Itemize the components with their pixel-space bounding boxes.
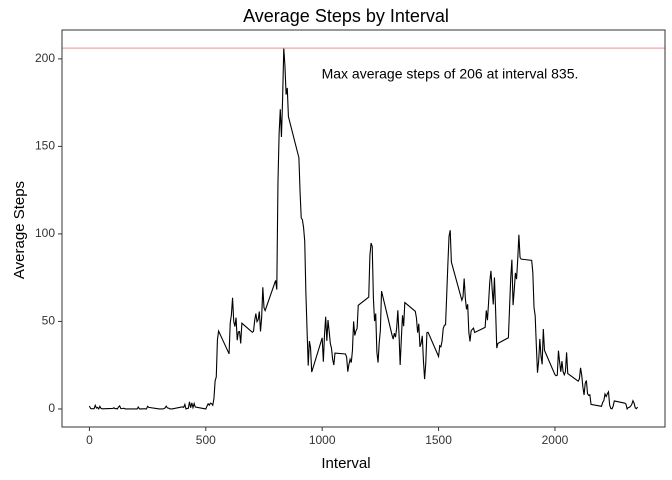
- y-tick-label: 50: [42, 314, 56, 328]
- x-tick-label: 1500: [425, 433, 452, 447]
- x-axis-label: Interval: [321, 455, 370, 472]
- annotation: Max average steps of 206 at interval 835…: [322, 66, 579, 82]
- panel-border: [61, 29, 666, 428]
- y-tick-label: 150: [35, 139, 55, 153]
- y-tick-label: 200: [35, 51, 55, 65]
- y-tick-label: 0: [48, 401, 55, 415]
- data-line: [88, 47, 639, 411]
- chart-title: Average Steps by Interval: [243, 6, 449, 26]
- x-tick-label: 2000: [542, 433, 569, 447]
- x-tick-label: 0: [86, 433, 93, 447]
- y-axis-label: Average Steps: [11, 181, 28, 279]
- y-tick-label: 100: [35, 226, 55, 240]
- x-tick-label: 500: [196, 433, 216, 447]
- x-tick-label: 1000: [309, 433, 336, 447]
